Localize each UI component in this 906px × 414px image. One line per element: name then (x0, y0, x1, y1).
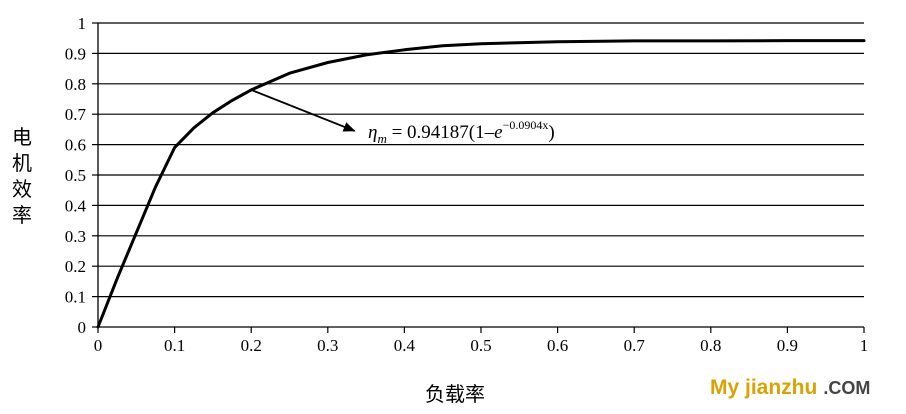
x-tick-label: 0.8 (700, 336, 721, 355)
x-axis-title: 负载率 (425, 382, 485, 406)
formula-subscript: m (377, 131, 386, 146)
axes (92, 22, 865, 333)
formula-eta: η (368, 122, 377, 143)
annotation-arrow (250, 89, 356, 132)
x-tick-label: 0.1 (164, 336, 185, 355)
formula-close: ) (548, 122, 554, 143)
x-tick-label: 0.9 (777, 336, 798, 355)
x-tick-label: 0.7 (624, 336, 646, 355)
y-tick-label: 0.2 (65, 257, 86, 276)
y-tick-labels: 0 0.1 0.2 0.3 0.4 0.5 0.6 0.7 0.8 0.9 1 (65, 14, 87, 337)
y-tick-label: 0.5 (65, 166, 86, 185)
y-axis-title: 电机效率 (12, 125, 32, 227)
x-tick-label: 0.6 (547, 336, 568, 355)
formula-e: e (494, 122, 502, 143)
y-tick-label: 0.6 (65, 136, 86, 155)
watermark-logo: My jianzhu .COM (710, 376, 870, 400)
y-tick-label: 0.7 (65, 105, 87, 124)
x-tick-labels: 0 0.1 0.2 0.3 0.4 0.5 0.6 0.7 0.8 0.9 1 (94, 336, 869, 355)
y-axis-title-char: 电 (12, 125, 32, 149)
x-tick-label: 0.5 (470, 336, 491, 355)
y-tick-label: 0 (78, 318, 87, 337)
y-axis-title-char: 率 (12, 203, 32, 227)
x-tick-label: 0.4 (394, 336, 416, 355)
y-tick-label: 0.1 (65, 288, 86, 307)
formula-annotation: ηm = 0.94187(1–e−0.0904x) (368, 118, 555, 146)
x-tick-label: 0.2 (241, 336, 262, 355)
y-axis-title-char: 效 (12, 177, 32, 201)
watermark-main: My jianzhu (710, 376, 818, 399)
y-tick-label: 0.3 (65, 227, 86, 246)
x-tick-label: 1 (860, 336, 869, 355)
grid-lines (98, 22, 864, 298)
x-tick-label: 0 (94, 336, 103, 355)
efficiency-curve (96, 39, 866, 329)
y-tick-label: 0.8 (65, 75, 86, 94)
formula-coefficient: = 0.94187(1– (387, 122, 495, 143)
y-tick-label: 1 (78, 14, 87, 33)
x-tick-label: 0.3 (317, 336, 338, 355)
y-axis-title-char: 机 (12, 151, 32, 175)
watermark-com: .COM (823, 378, 871, 398)
y-tick-label: 0.9 (65, 44, 86, 63)
y-tick-label: 0.4 (65, 196, 87, 215)
formula-exponent: −0.0904x (503, 118, 549, 132)
